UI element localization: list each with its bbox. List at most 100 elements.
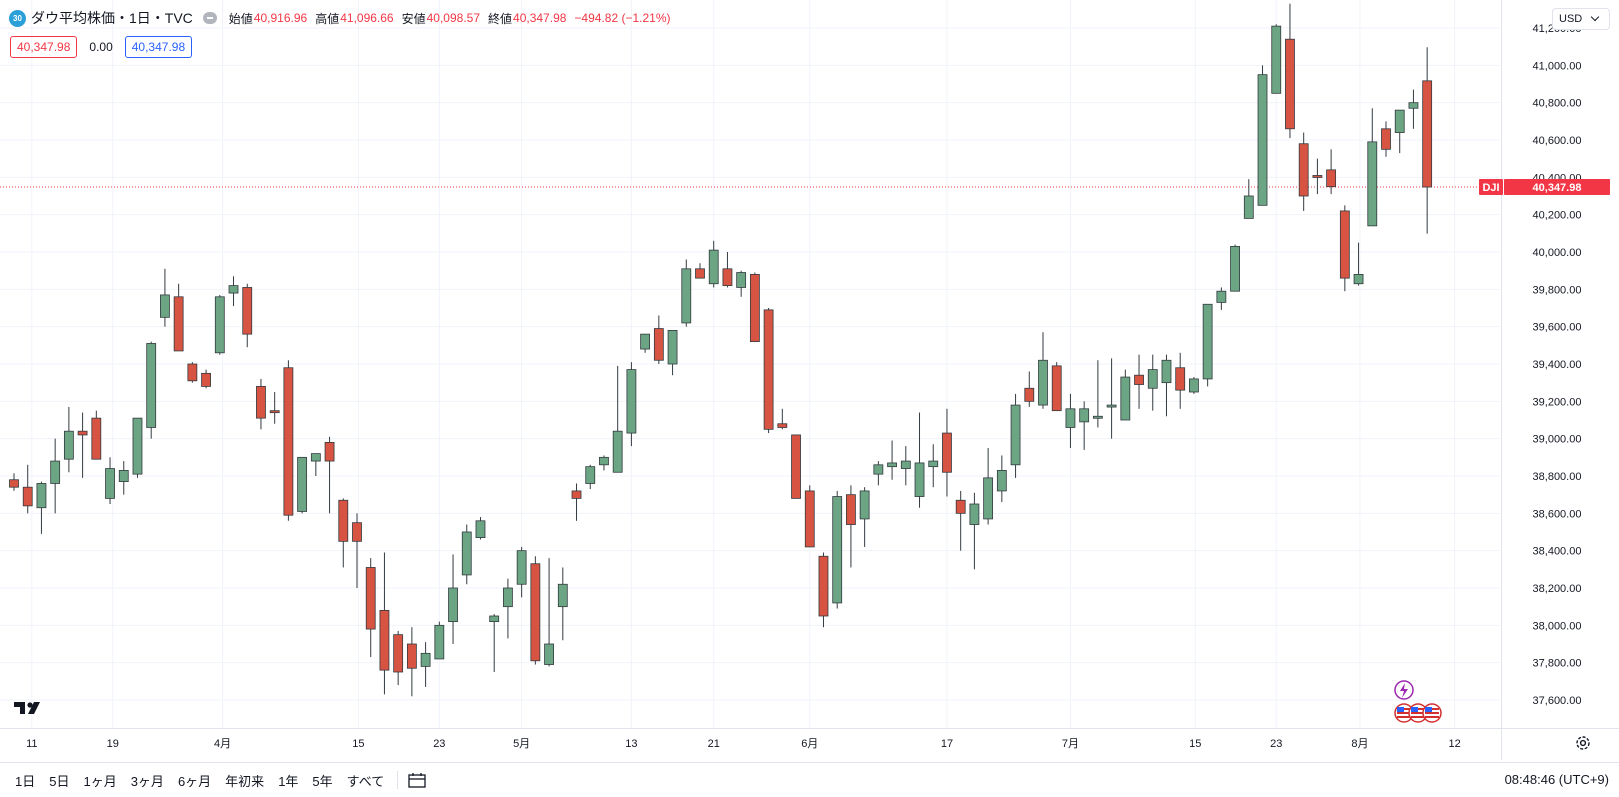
candle[interactable] [1339,205,1350,292]
candle[interactable] [256,378,266,430]
candle[interactable] [1312,158,1323,195]
candle[interactable] [1394,109,1405,154]
candle[interactable] [942,408,952,497]
candle[interactable] [859,487,870,547]
candle[interactable] [1381,121,1391,157]
candle[interactable] [1038,332,1048,409]
candle[interactable] [640,333,651,353]
candle[interactable] [983,448,994,525]
candle[interactable] [283,360,294,521]
calendar-range-icon[interactable] [408,772,426,788]
candle[interactable] [434,621,445,660]
range-3m-button[interactable]: 3ヶ月 [130,773,164,789]
buy-price-button[interactable]: 40,347.98 [124,36,193,58]
candle[interactable] [228,276,239,307]
candle[interactable] [749,272,760,342]
candle[interactable] [36,481,47,534]
candle[interactable] [338,498,349,568]
candle[interactable] [557,567,568,641]
candle[interactable] [846,485,856,568]
candle[interactable] [1189,377,1199,394]
candle[interactable] [832,490,843,609]
us-flag-icon[interactable] [1422,703,1442,723]
candle[interactable] [585,464,596,490]
clock-readout[interactable]: 08:48:46 (UTC+9) [1504,772,1609,787]
candle[interactable] [352,513,362,588]
candle[interactable] [1024,371,1035,407]
candle[interactable] [379,552,390,695]
candle[interactable] [1051,362,1062,412]
candle[interactable] [914,412,925,508]
candle[interactable] [475,517,486,540]
candle[interactable] [818,552,829,628]
candle[interactable] [599,455,609,471]
us-flag-icon[interactable] [1408,703,1428,723]
candle[interactable] [708,240,719,288]
candle[interactable] [365,558,376,658]
currency-dropdown[interactable]: USD [1552,8,1610,30]
candle[interactable] [544,558,554,667]
candle[interactable] [612,365,623,473]
candle[interactable] [1092,360,1103,428]
candle[interactable] [1243,179,1254,219]
candle[interactable] [969,492,980,570]
candle[interactable] [489,614,500,672]
candle[interactable] [996,455,1007,503]
candle[interactable] [736,270,747,297]
candle[interactable] [461,524,472,585]
candle[interactable] [187,362,198,383]
candle[interactable] [406,627,417,697]
candle[interactable] [201,369,211,389]
candle[interactable] [105,457,115,504]
candle[interactable] [763,308,774,434]
candle[interactable] [1147,354,1158,411]
candle[interactable] [1106,358,1117,439]
candle[interactable] [448,554,458,644]
range-all-button[interactable]: すべて [346,773,385,789]
candle[interactable] [1367,108,1378,227]
candle[interactable] [503,578,513,639]
candle[interactable] [1010,393,1021,478]
sell-price-button[interactable]: 40,347.98 [10,36,78,58]
candle[interactable] [393,630,404,686]
candle[interactable] [955,490,966,551]
candle[interactable] [1353,242,1364,286]
range-1y-button[interactable]: 1年 [278,773,299,789]
candle[interactable] [791,434,801,499]
candle[interactable] [77,412,88,478]
candle[interactable] [50,438,61,514]
candle[interactable] [1422,47,1433,234]
candle[interactable] [516,546,527,598]
candle[interactable] [91,410,102,460]
candle[interactable] [132,417,143,478]
candle[interactable] [900,446,911,486]
candle[interactable] [530,556,541,665]
symbol-badge[interactable]: 30 [9,9,26,27]
candle[interactable] [1216,287,1227,310]
candle[interactable] [626,362,637,447]
lightning-event-icon[interactable] [1394,680,1414,700]
candle[interactable] [146,341,157,439]
candle[interactable] [420,642,431,687]
range-1m-button[interactable]: 1ヶ月 [83,773,117,789]
gear-icon[interactable] [1575,735,1591,751]
candle[interactable] [1408,89,1419,129]
candle[interactable] [118,461,129,495]
candle[interactable] [1134,354,1144,409]
candle[interactable] [297,456,308,514]
visibility-toggle-icon[interactable] [202,12,217,24]
candle[interactable] [804,485,815,548]
candle[interactable] [214,294,225,355]
candle[interactable] [1065,393,1076,448]
candle[interactable] [681,259,692,327]
range-5d-button[interactable]: 5日 [49,773,70,789]
candle[interactable] [928,444,939,488]
candle[interactable] [873,461,884,486]
range-ytd-button[interactable]: 年初来 [225,773,265,789]
symbol-title[interactable]: ダウ平均株価・1日・TVC [31,10,193,26]
candle[interactable] [1079,401,1090,450]
range-1d-button[interactable]: 1日 [15,773,36,789]
candle[interactable] [22,464,33,514]
candle[interactable] [1326,149,1337,195]
